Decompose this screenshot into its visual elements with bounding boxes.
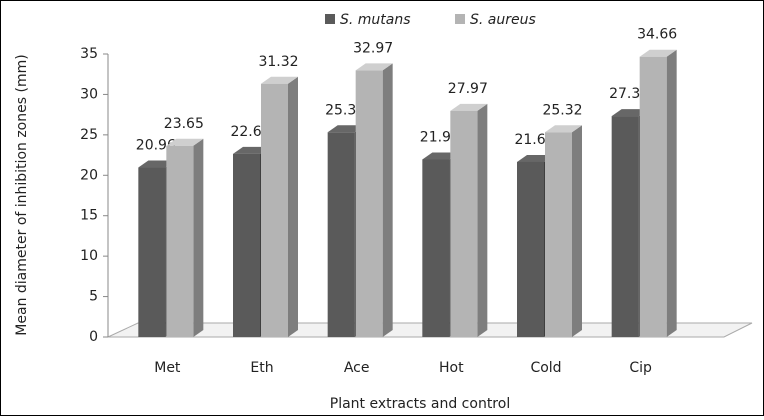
bar-top [611, 109, 649, 117]
y-tick-label: 15 [80, 208, 98, 224]
bar-top [233, 146, 270, 154]
bar-top [450, 103, 488, 111]
bar [611, 116, 639, 337]
data-label: 27.97 [448, 81, 488, 97]
bar-top [517, 154, 554, 162]
bar [355, 70, 383, 337]
bar-top [545, 125, 582, 133]
x-tick-label: Cold [530, 360, 561, 376]
x-axis-label: Plant extracts and control [330, 396, 510, 412]
bar [545, 132, 572, 337]
y-tick-label: 25 [80, 127, 98, 143]
bar-top [138, 160, 176, 168]
data-label: 31.32 [258, 54, 298, 70]
data-label: 32.97 [353, 40, 393, 56]
data-label: 25.32 [325, 102, 365, 118]
bar-top [166, 138, 204, 146]
legend-swatch [455, 14, 465, 24]
bar-top [639, 49, 677, 57]
bar [450, 110, 478, 337]
legend-label: S. aureus [470, 12, 536, 28]
x-tick-label: Cip [629, 360, 652, 376]
bar-top [327, 125, 365, 133]
bar-side [666, 49, 677, 337]
legend-label: S. mutans [340, 12, 411, 28]
bar [166, 145, 194, 337]
y-tick-label: 10 [80, 248, 98, 264]
bar-top [355, 63, 393, 71]
x-tick-label: Eth [250, 360, 273, 376]
y-tick-label: 30 [80, 86, 98, 102]
legend-swatch [325, 14, 335, 24]
data-label: 23.65 [164, 116, 204, 132]
bar-side [288, 76, 298, 337]
data-label: 21.65 [514, 132, 554, 148]
bar [422, 159, 450, 337]
bar [517, 161, 544, 337]
y-tick-label: 5 [89, 289, 98, 305]
x-tick-label: Hot [439, 360, 464, 376]
data-label: 20.96 [136, 138, 176, 154]
data-label: 27.32 [609, 86, 649, 102]
data-label: 22.65 [230, 124, 270, 140]
bar-side [193, 138, 204, 337]
bar-top [261, 76, 298, 84]
bar [138, 167, 166, 337]
y-tick-label: 20 [80, 167, 98, 183]
bar-side [477, 103, 488, 337]
bar [261, 83, 288, 337]
y-tick-label: 0 [89, 329, 98, 345]
y-axis-label: Mean diameter of inhibition zones (mm) [14, 54, 30, 335]
bar-side [382, 63, 393, 337]
data-label: 34.66 [637, 27, 677, 43]
bar-top [422, 152, 460, 160]
bar [639, 56, 667, 337]
data-label: 21.96 [420, 129, 460, 145]
x-tick-label: Met [154, 360, 181, 376]
bar-side [572, 125, 582, 337]
bar [233, 153, 260, 337]
bar [327, 132, 355, 337]
y-tick-label: 35 [80, 46, 98, 62]
data-label: 25.32 [542, 102, 582, 118]
x-tick-label: Ace [344, 360, 370, 376]
